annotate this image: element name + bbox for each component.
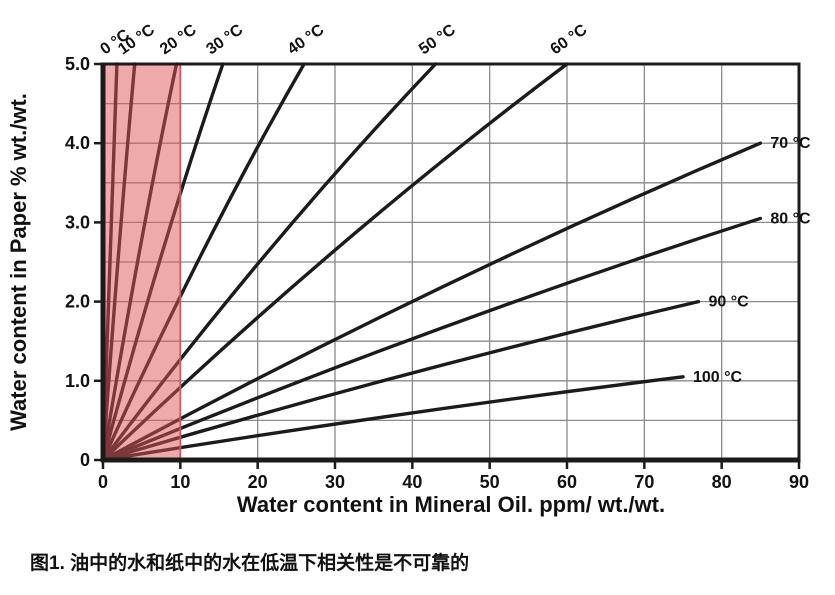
x-tick-label: 10 [170,472,190,492]
x-tick-label: 0 [98,472,108,492]
y-axis-title: Water content in Paper % wt./wt. [6,93,31,431]
y-tick-label: 1.0 [65,371,90,391]
x-axis-title: Water content in Mineral Oil. ppm/ wt./w… [237,492,665,517]
x-tick-label: 40 [402,472,422,492]
x-tick-label: 20 [248,472,268,492]
highlight-region [103,64,181,460]
y-tick-label: 2.0 [65,292,90,312]
x-tick-label: 30 [325,472,345,492]
series-label-70c: 70 °C [770,135,811,152]
y-tick-label: 5.0 [65,54,90,74]
series-label-60c: 60 °C [548,21,591,58]
series-label-90c: 90 °C [708,294,749,311]
y-tick-label: 0 [80,450,90,470]
y-tick-label: 3.0 [65,212,90,232]
series-line-100c [101,375,685,462]
oil-paper-moisture-equilibrium-chart: 0 10 20 30 40 50 60 70 80 90 0 1.0 2.0 3.0 4.0 5.0 Water… [6,21,811,517]
x-tick-label: 60 [557,472,577,492]
series-label-20c: 20 °C [157,21,200,58]
series-line-90c [101,299,701,462]
series-label-100c: 100 °C [693,369,743,386]
x-tick-label: 80 [712,472,732,492]
series-label-30c: 30 °C [203,21,246,58]
series-label-80c: 80 °C [770,210,811,227]
series-label-40c: 40 °C [285,21,328,58]
x-tick-label: 50 [480,472,500,492]
series-line-80c [101,216,763,462]
series-line-70c [101,141,763,462]
x-tick-label: 90 [789,472,809,492]
series-label-50c: 50 °C [416,21,459,58]
x-tick-label: 70 [634,472,654,492]
y-tick-label: 4.0 [65,133,90,153]
figure-caption: 图1. 油中的水和纸中的水在低温下相关性是不可靠的 [30,553,470,574]
